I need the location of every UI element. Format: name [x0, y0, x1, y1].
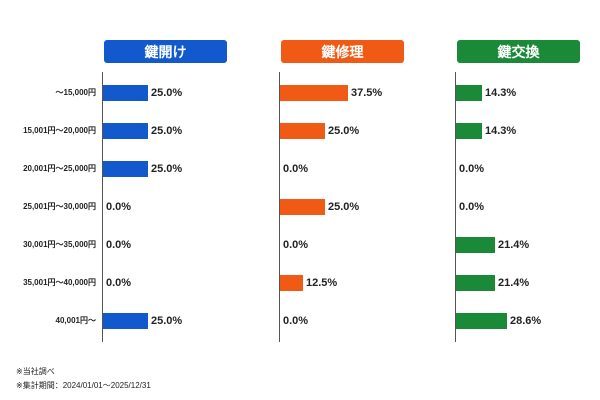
bar-value-label: 25.0% — [151, 87, 183, 99]
row-label: ～15,000円 — [55, 88, 96, 97]
bar-value-label: 14.3% — [485, 87, 517, 99]
row-label: 15,001円～20,000円 — [23, 126, 96, 135]
axis-line-kagikokan — [455, 72, 456, 342]
bar-value-label: 25.0% — [328, 125, 360, 137]
panel-title-kagishuri: 鍵修理 — [281, 40, 404, 63]
bar-value-label: 0.0% — [106, 201, 132, 213]
row-label: 30,001円～35,000円 — [23, 240, 96, 249]
bar-value-label: 0.0% — [283, 239, 309, 251]
bar-value-label: 0.0% — [106, 239, 132, 251]
row-label: 40,001円～ — [55, 316, 96, 325]
bar-kagikokan — [456, 275, 495, 291]
bar-kagishuri — [280, 199, 325, 215]
bar-value-label: 28.6% — [510, 315, 542, 327]
bar-value-label: 21.4% — [498, 239, 530, 251]
bar-value-label: 14.3% — [485, 125, 517, 137]
row-label: 25,001円～30,000円 — [23, 202, 96, 211]
bar-value-label: 25.0% — [328, 201, 360, 213]
bar-value-label: 0.0% — [283, 163, 309, 175]
bar-value-label: 37.5% — [351, 87, 383, 99]
bar-kagikokan — [456, 123, 482, 139]
bar-value-label: 25.0% — [151, 315, 183, 327]
bar-value-label: 25.0% — [151, 125, 183, 137]
bar-kagishuri — [280, 275, 303, 291]
bar-value-label: 12.5% — [306, 277, 338, 289]
bar-kagiake — [103, 161, 148, 177]
bar-value-label: 21.4% — [498, 277, 530, 289]
bar-kagikokan — [456, 85, 482, 101]
bar-kagiake — [103, 123, 148, 139]
bar-value-label: 0.0% — [283, 315, 309, 327]
bar-kagishuri — [280, 123, 325, 139]
bar-value-label: 0.0% — [106, 277, 132, 289]
panel-title-kagiake: 鍵開け — [104, 40, 227, 63]
axis-line-kagishuri — [279, 72, 280, 342]
bar-value-label: 0.0% — [459, 201, 485, 213]
bar-kagishuri — [280, 85, 348, 101]
bar-kagikokan — [456, 237, 495, 253]
bar-kagiake — [103, 85, 148, 101]
bar-value-label: 0.0% — [459, 163, 485, 175]
footnote-source: ※当社調べ — [16, 367, 55, 376]
bar-kagikokan — [456, 313, 507, 329]
panel-title-kagikokan: 鍵交換 — [457, 40, 580, 63]
axis-line-kagiake — [102, 72, 103, 342]
row-label: 20,001円～25,000円 — [23, 164, 96, 173]
footnote-period: ※集計期間：2024/01/01～2025/12/31 — [16, 381, 151, 390]
bar-value-label: 25.0% — [151, 163, 183, 175]
bar-kagiake — [103, 313, 148, 329]
row-label: 35,001円～40,000円 — [23, 278, 96, 287]
